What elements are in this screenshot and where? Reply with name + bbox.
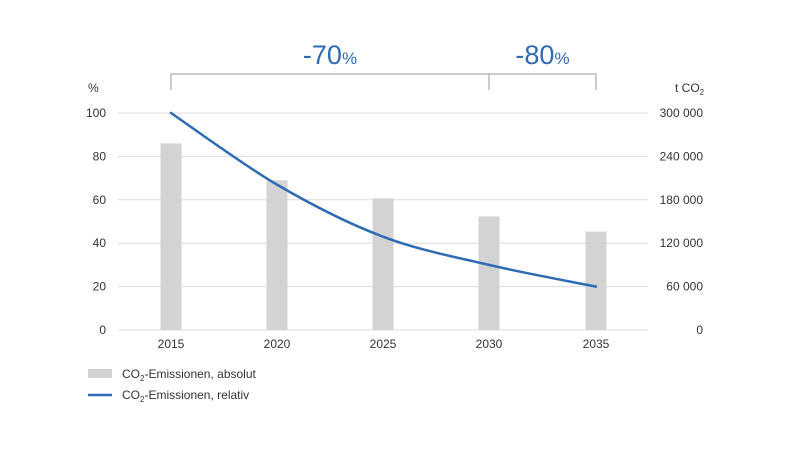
left-tick-label: 40 — [93, 236, 107, 250]
bar-layer — [160, 143, 607, 330]
right-tick-label: 240 000 — [660, 149, 704, 163]
reduction-label: -80% — [515, 40, 569, 70]
bracket-layer: -70% -80% — [170, 40, 597, 90]
bar-absolute — [160, 143, 182, 330]
x-tick-label: 2015 — [158, 337, 185, 351]
legend-label-absolute-sub: 2 — [140, 374, 145, 383]
reduction-label-number: -70 — [303, 40, 342, 70]
right-axis-unit-sub: 2 — [700, 88, 705, 97]
right-axis-unit: t CO2 — [675, 81, 705, 97]
legend-label-absolute-prefix: CO — [122, 367, 140, 381]
right-tick-label: 60 000 — [666, 280, 703, 294]
left-tick-label: 60 — [93, 193, 107, 207]
right-tick-label: 120 000 — [660, 236, 704, 250]
legend-label-absolute: CO2-Emissionen, absolut — [122, 367, 257, 383]
x-tick-label: 2020 — [264, 337, 291, 351]
reduction-bracket — [170, 73, 490, 90]
bar-absolute — [266, 180, 288, 330]
legend-label-relative-suffix: -Emissionen, relativ — [144, 388, 249, 402]
left-tick-label: 20 — [93, 280, 107, 294]
right-tick-label: 0 — [696, 323, 703, 337]
bar-absolute — [478, 216, 500, 330]
axis-layer: 0 0 20 60 000 40 120 000 60 180 000 80 240 000 100… — [86, 81, 705, 351]
legend-swatch-absolute — [88, 369, 112, 378]
legend-label-relative-sub: 2 — [140, 395, 145, 404]
left-axis-unit: % — [88, 81, 99, 95]
right-tick-label: 300 000 — [660, 106, 704, 120]
reduction-bracket — [488, 73, 597, 90]
bar-absolute — [585, 231, 607, 330]
bar-absolute — [372, 198, 394, 330]
left-tick-label: 80 — [93, 149, 107, 163]
x-tick-label: 2030 — [476, 337, 503, 351]
line-relative — [169, 111, 598, 288]
reduction-label: -70% — [303, 40, 357, 70]
x-tick-label: 2025 — [370, 337, 397, 351]
left-tick-label: 100 — [86, 106, 106, 120]
x-tick-label: 2035 — [583, 337, 610, 351]
reduction-label-unit: % — [342, 49, 357, 68]
right-axis-unit-prefix: t CO — [675, 81, 700, 95]
legend-label-relative: CO2-Emissionen, relativ — [122, 388, 249, 404]
right-tick-label: 180 000 — [660, 193, 704, 207]
legend-label-absolute-suffix: -Emissionen, absolut — [144, 367, 256, 381]
legend-label-relative-prefix: CO — [122, 388, 140, 402]
reduction-label-unit: % — [554, 49, 569, 68]
line-layer — [169, 111, 598, 288]
reduction-label-number: -80 — [515, 40, 554, 70]
left-tick-label: 0 — [99, 323, 106, 337]
